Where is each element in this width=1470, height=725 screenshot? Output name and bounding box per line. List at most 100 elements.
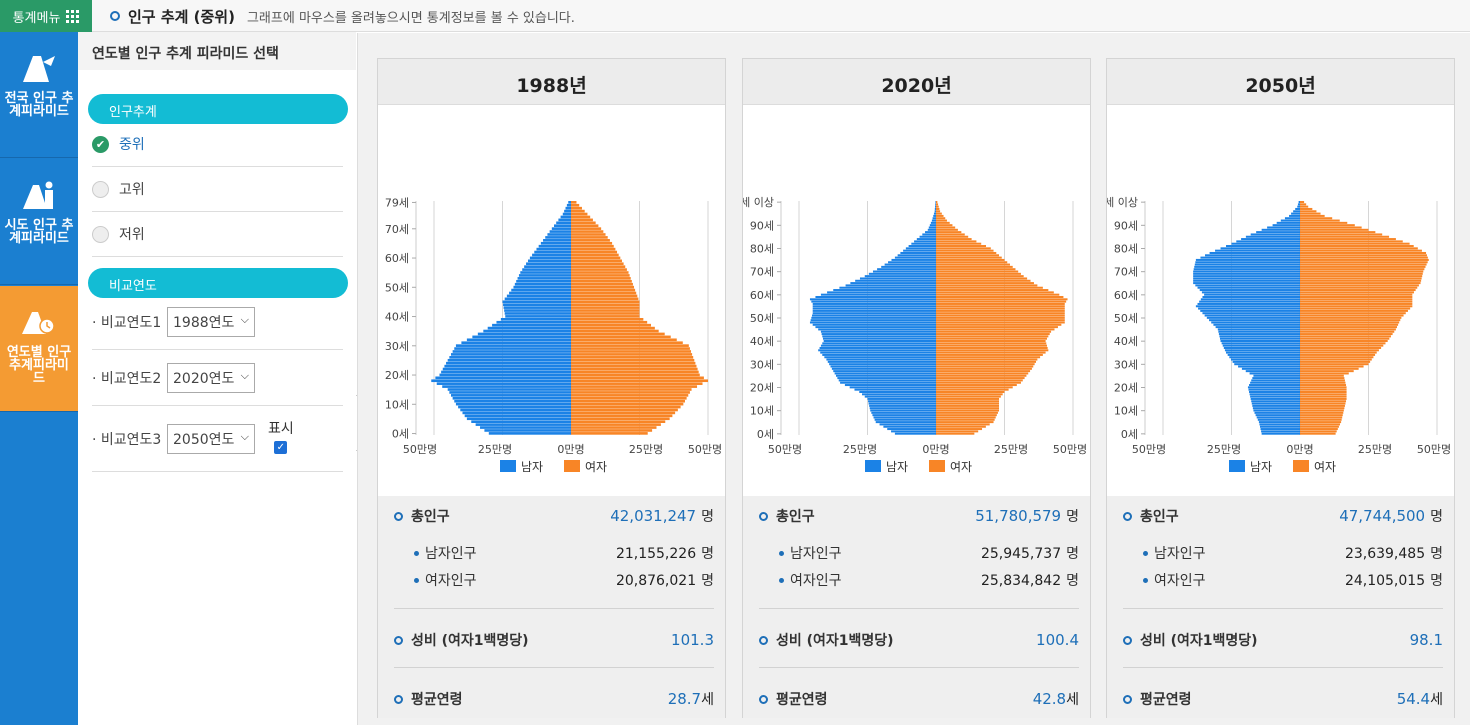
male-bar [436, 382, 571, 385]
female-bar [936, 372, 1029, 375]
male-bar [471, 420, 571, 423]
male-bar [496, 320, 571, 324]
year-select-1[interactable]: 1988연도 ⌵ [167, 306, 255, 337]
legend-female-swatch [564, 460, 580, 472]
male-bar [867, 397, 936, 400]
female-bar [936, 346, 1048, 349]
stats-menu-button[interactable]: 통계메뉴 [0, 0, 92, 32]
male-bar [1280, 219, 1300, 222]
female-bar [936, 386, 1013, 389]
female-bar [571, 405, 681, 409]
male-bar [547, 233, 571, 236]
male-bar [449, 356, 571, 359]
female-bar [1300, 265, 1426, 268]
male-bar [447, 388, 571, 391]
male-bar [929, 224, 936, 227]
female-bar [1300, 326, 1397, 329]
show-toggle: 표시 ✓ [268, 418, 294, 454]
female-bar [571, 426, 657, 429]
female-bar [571, 259, 622, 263]
male-population-value: 21,155,226 [615, 546, 697, 562]
male-bar [820, 351, 936, 354]
male-bar [819, 346, 936, 349]
population-pyramid-chart[interactable]: 100세 이상 90세 80세 70세 60세 50세 40세 30세 20세 10세 0세 50만명… [1107, 105, 1454, 496]
male-bar [435, 376, 571, 380]
male-bar [1195, 261, 1300, 264]
unit-label: 명 [1430, 509, 1443, 525]
female-bar [1300, 210, 1317, 213]
female-bar [1300, 411, 1344, 414]
y-tick-label: 0세 [392, 428, 409, 441]
male-bar [933, 214, 936, 217]
female-bar [936, 217, 946, 220]
option-low[interactable]: 저위 [92, 212, 343, 257]
male-bar [509, 291, 571, 295]
y-tick-label: 10세 [750, 405, 774, 418]
male-bar [1209, 319, 1300, 322]
female-bar [1300, 397, 1347, 400]
male-bar [849, 386, 936, 389]
female-bar [1300, 414, 1343, 417]
option-medium[interactable]: ✔ 중위 [92, 122, 343, 167]
male-bar [884, 263, 936, 266]
female-bar [571, 227, 602, 230]
male-bar [1289, 214, 1300, 217]
option-high[interactable]: 고위 [92, 167, 343, 212]
female-bar [936, 423, 990, 426]
female-bar [571, 429, 653, 432]
male-bar [472, 335, 571, 339]
female-bar [1300, 335, 1391, 338]
bullet-icon [759, 694, 768, 704]
male-bar [864, 275, 936, 278]
male-bar [1250, 395, 1300, 398]
y-tick-label: 90세 [750, 219, 774, 232]
female-bar [1300, 386, 1347, 389]
male-bar [881, 265, 936, 268]
population-pyramid-chart[interactable]: 100세 이상 90세 80세 70세 60세 50세 40세 30세 20세 10세 0세 50만명… [743, 105, 1090, 496]
legend-female-swatch [1293, 460, 1309, 472]
male-bar [1206, 316, 1300, 319]
male-bar [454, 399, 571, 403]
nav-item-province[interactable]: 시도 인구 추계피라미드 [0, 159, 78, 285]
male-bar [1217, 328, 1300, 331]
female-bar [1300, 333, 1393, 336]
male-bar [897, 254, 936, 257]
female-bar [1300, 428, 1338, 431]
year-select-3[interactable]: 2050연도 ⌵ [167, 423, 255, 454]
divider [759, 608, 1079, 609]
male-bar [1231, 242, 1300, 245]
male-bar [513, 285, 571, 289]
male-bar [558, 218, 571, 222]
male-population-row: 남자인구 25,945,737 명 [759, 543, 1079, 563]
mean-age-label: 평균연령 [1140, 692, 1192, 708]
total-population-value: 47,744,500 [1339, 507, 1426, 525]
male-bar [554, 224, 571, 228]
female-bar [936, 425, 986, 428]
female-bar [1300, 289, 1416, 292]
female-bar [571, 271, 629, 274]
female-bar [571, 247, 616, 251]
age-unit: 세 [701, 692, 714, 708]
male-bar [829, 363, 936, 366]
female-bar [936, 430, 979, 433]
nav-item-yearly[interactable]: 연도별 인구 추계피라미드 [0, 286, 78, 412]
sex-ratio-value: 100.4 [1036, 631, 1079, 649]
female-bar [936, 279, 1031, 282]
nav-item-national[interactable]: 전국 인구 추계피라미드 [0, 32, 78, 158]
legend-male-swatch [1229, 460, 1245, 472]
female-bar [1300, 217, 1333, 220]
female-bar [936, 335, 1049, 338]
show-checkbox[interactable]: ✓ [274, 441, 288, 454]
male-bar [1224, 349, 1300, 352]
radio-icon [92, 180, 109, 198]
male-bar [1219, 335, 1300, 338]
age-unit: 세 [1066, 692, 1079, 708]
male-bar [845, 284, 936, 287]
sex-ratio-row: 성비 (여자1백명당) 101.3 [394, 630, 714, 650]
female-bar [571, 423, 661, 426]
mean-age-row: 평균연령 54.4세 [1123, 689, 1443, 709]
year-select-2[interactable]: 2020연도 ⌵ [167, 362, 255, 393]
population-pyramid-chart[interactable]: 79세 70세 60세 50세 40세 30세 20세 10세 0세 50만명 25만명 0만명 25만… [378, 105, 725, 496]
male-bar [1249, 372, 1300, 375]
male-bar [475, 423, 571, 426]
